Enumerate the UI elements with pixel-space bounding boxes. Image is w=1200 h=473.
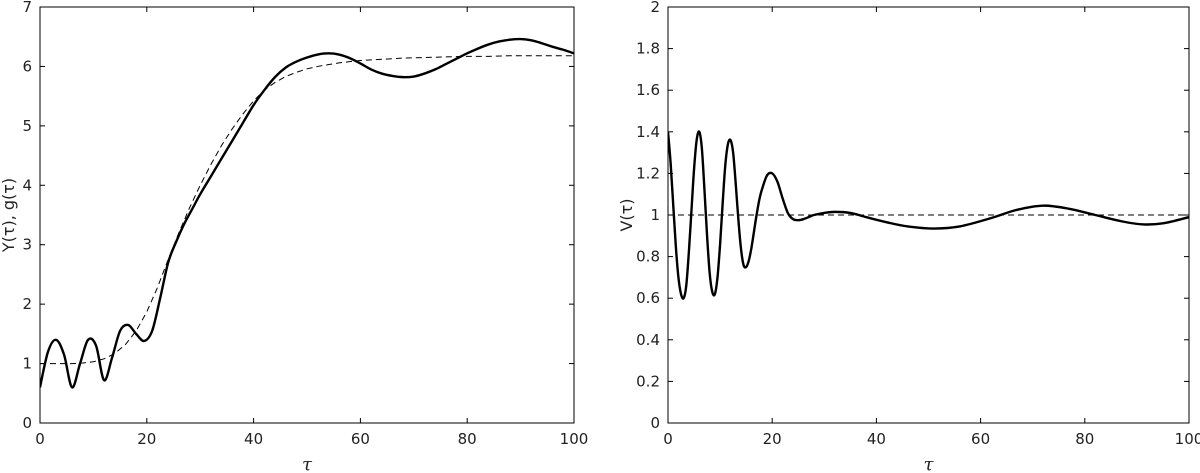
right-y-axis-label: V(τ) <box>617 198 636 231</box>
right-series-solid-line <box>668 130 1189 300</box>
left-x-tick-label: 0 <box>35 430 45 448</box>
right-x-tick-label: 40 <box>867 430 886 448</box>
right-y-tick-label: 0 <box>650 414 660 432</box>
left-y-axis-label: Y(τ), g(τ) <box>0 178 18 253</box>
right-y-tick-label: 0.2 <box>636 372 660 390</box>
right-x-tick-label: 100 <box>1175 430 1200 448</box>
right-y-tick-label: 0.4 <box>636 331 660 349</box>
left-y-tick-label: 6 <box>22 57 32 75</box>
left-y-tick-label: 3 <box>22 236 32 254</box>
left-x-tick-label: 60 <box>351 430 370 448</box>
right-x-tick-label: 0 <box>663 430 673 448</box>
right-plot-panel: 0 20 40 60 80 100 0 0.2 0.4 0.6 0.8 1 1.2 1.4 1.6 1.8 2 τ… <box>617 0 1200 473</box>
right-y-tick-label: 1.6 <box>636 81 660 99</box>
right-x-tick-label: 80 <box>1075 430 1094 448</box>
right-y-tick-label: 2 <box>650 0 660 16</box>
left-x-tick-label: 20 <box>137 430 156 448</box>
right-x-tick-label: 20 <box>763 430 782 448</box>
left-x-tick-label: 40 <box>244 430 263 448</box>
left-y-tick-label: 4 <box>22 176 32 194</box>
right-y-tick-label: 0.6 <box>636 289 660 307</box>
right-y-tick-label: 0.8 <box>636 248 660 266</box>
left-series-solid-line <box>40 37 574 389</box>
left-x-axis-label: τ <box>302 454 313 473</box>
right-y-tick-label: 1 <box>650 206 660 224</box>
left-plot-panel: 0 20 40 60 80 100 0 1 2 3 4 5 6 7 τ Y(τ), g(τ) <box>0 0 588 473</box>
right-y-tick-label: 1.4 <box>636 123 660 141</box>
right-y-tick-label: 1.8 <box>636 40 660 58</box>
left-y-tick-label: 7 <box>22 0 32 16</box>
left-y-tick-label: 2 <box>22 295 32 313</box>
right-y-tick-label: 1.2 <box>636 164 660 182</box>
left-y-tick-label: 1 <box>22 355 32 373</box>
right-x-axis-label: τ <box>924 454 935 473</box>
left-axes-box <box>39 6 575 424</box>
left-x-tick-label: 100 <box>560 430 589 448</box>
right-x-tick-label: 60 <box>971 430 990 448</box>
left-x-tick-label: 80 <box>458 430 477 448</box>
left-y-tick-label: 0 <box>22 414 32 432</box>
left-y-tick-label: 5 <box>22 117 32 135</box>
left-series-dashed-line <box>40 55 574 365</box>
